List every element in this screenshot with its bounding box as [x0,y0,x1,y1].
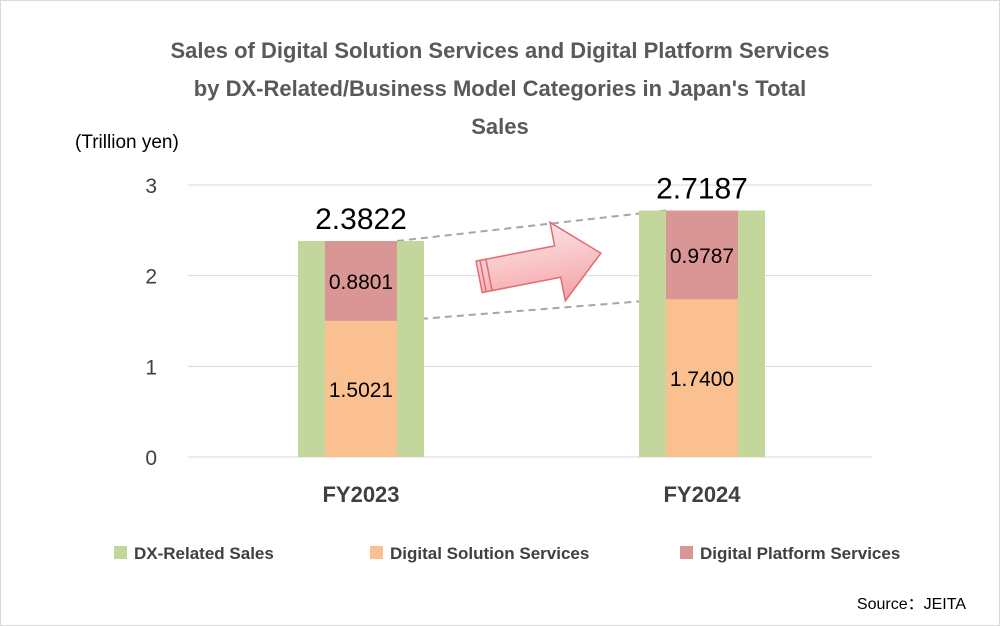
chart-title-line-1: Sales of Digital Solution Services and D… [171,38,830,63]
legend-label-digital-solution-services: Digital Solution Services [390,544,589,563]
connector-line-bottom [396,298,667,322]
trend-arrow-stripe [485,259,493,291]
legend-label-digital-platform-services: Digital Platform Services [700,544,900,563]
bar-digital-solution-services [666,299,738,457]
bar-digital-solution-services [325,320,397,457]
legend-label-dx-related-sales: DX-Related Sales [134,544,274,563]
trend-arrow-body [475,220,602,303]
data-label-digital-solution-services: 1.7400 [670,368,734,391]
legend-swatch-digital-solution-services [370,546,383,559]
bar-digital-platform-services [325,241,397,321]
y-axis-unit-label: (Trillion yen) [75,132,179,153]
legend-swatch-digital-platform-services [680,546,693,559]
y-tick-label: 3 [145,175,157,198]
chart-title: Sales of Digital Solution Services and D… [171,38,830,139]
trend-arrow [475,220,602,303]
data-label-digital-solution-services: 1.5021 [329,379,393,402]
y-tick-label: 0 [145,447,157,470]
source-note: Source：JEITA [857,596,966,613]
data-label-digital-platform-services: 0.9787 [670,245,734,268]
data-label-digital-platform-services: 0.8801 [329,271,393,294]
chart-title-line-2: by DX-Related/Business Model Categories … [194,76,806,101]
data-label-dx-related-sales: 2.3822 [315,203,407,236]
trend-arrow-stripe [479,260,487,292]
data-label-dx-related-sales: 2.7187 [656,173,748,206]
bar-digital-platform-services [666,210,738,300]
y-tick-label: 2 [145,266,157,289]
chart-title-line-3: Sales [471,114,529,139]
x-category-label: FY2023 [322,482,399,507]
connector-line-top [396,209,667,243]
x-category-label: FY2024 [663,482,741,507]
y-tick-label: 1 [145,356,157,379]
legend-swatch-dx-related-sales [114,546,127,559]
